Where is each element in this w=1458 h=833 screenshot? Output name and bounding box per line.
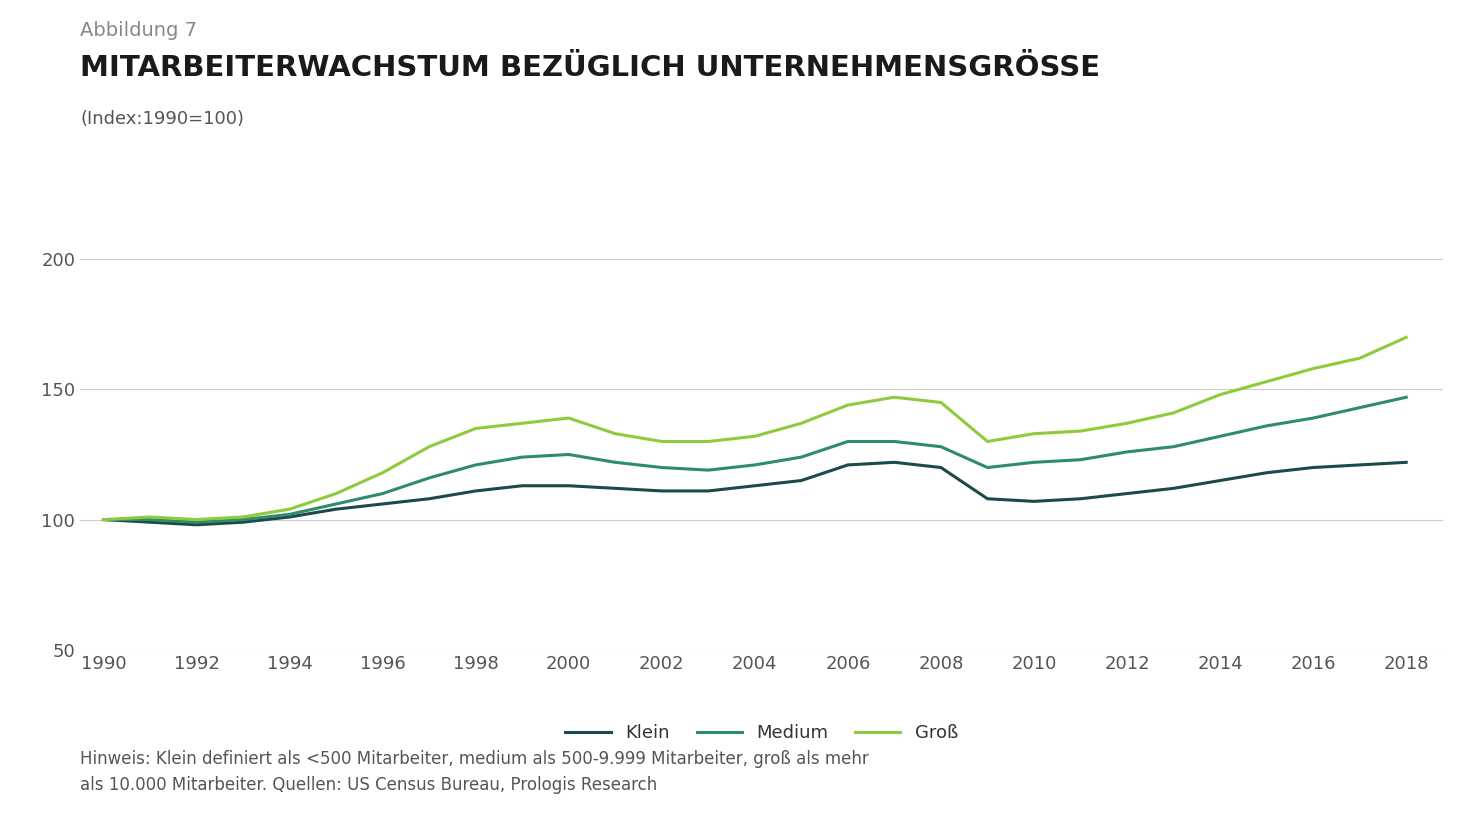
- Text: (Index:1990=100): (Index:1990=100): [80, 110, 243, 128]
- Text: MITARBEITERWACHSTUM BEZÜGLICH UNTERNEHMENSGRÖSSE: MITARBEITERWACHSTUM BEZÜGLICH UNTERNEHME…: [80, 54, 1101, 82]
- Text: Hinweis: Klein definiert als <500 Mitarbeiter, medium als 500-9.999 Mitarbeiter,: Hinweis: Klein definiert als <500 Mitarb…: [80, 750, 869, 794]
- Text: Abbildung 7: Abbildung 7: [80, 21, 197, 40]
- Legend: Klein, Medium, Groß: Klein, Medium, Groß: [558, 717, 965, 750]
